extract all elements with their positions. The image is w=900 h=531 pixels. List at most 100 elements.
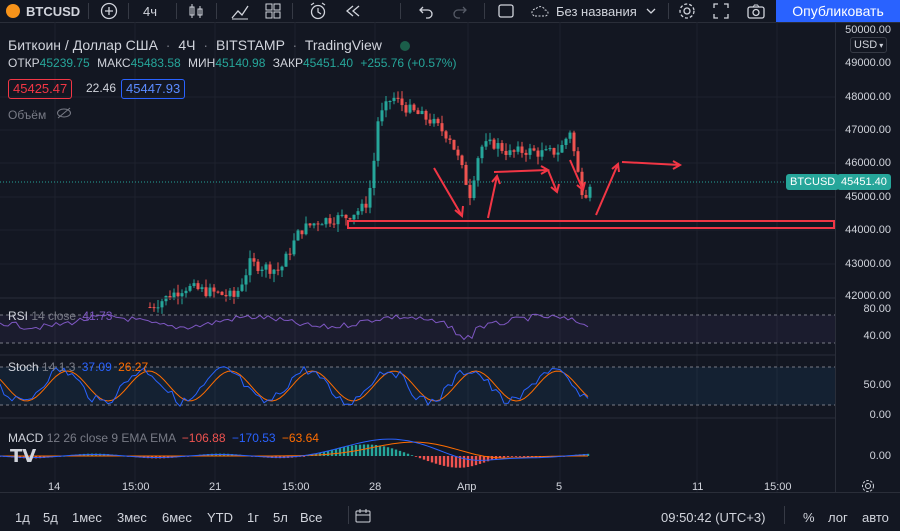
candle-body (200, 287, 204, 290)
macd-hist-bar (490, 456, 494, 461)
candle-body (276, 269, 280, 271)
candle-body (508, 150, 512, 155)
log-toggle[interactable]: лог (828, 510, 848, 525)
candle-body (452, 139, 456, 150)
range-1d[interactable]: 1д (15, 510, 30, 525)
price-axis[interactable]: 50000.00 USD ▾ 49000.00 48000.00 47000.00… (835, 22, 900, 492)
legend-exchange: BITSTAMP (215, 37, 285, 53)
calendar-icon (355, 509, 371, 523)
sell-price-button[interactable]: 45425.47 (8, 79, 73, 99)
candle-body (240, 284, 244, 291)
fullscreen-toggle-button[interactable] (497, 0, 515, 22)
candle-body (512, 150, 516, 152)
macd-hist-bar (334, 448, 338, 456)
macd-hist-bar (390, 448, 394, 456)
candle-body (424, 110, 428, 120)
time-label: 15:00 (764, 481, 792, 493)
symbol-search[interactable]: BTCUSD (6, 0, 80, 22)
chart-canvas[interactable]: TV (0, 22, 835, 492)
chart-type-button[interactable] (188, 0, 204, 22)
snapshot-button[interactable] (746, 0, 766, 22)
macd-hist-bar (522, 456, 526, 457)
rsi-line (0, 313, 589, 341)
candle-body (336, 215, 340, 225)
indicators-button[interactable] (230, 0, 250, 22)
change-value: +255.76 (+0.57%) (360, 56, 457, 70)
indicators-icon (231, 5, 249, 20)
goto-date-button[interactable] (354, 508, 372, 529)
candle-body (164, 296, 168, 302)
templates-button[interactable] (264, 0, 282, 22)
alert-button[interactable] (308, 0, 328, 22)
macd-hist-bar (422, 456, 426, 460)
range-1y[interactable]: 1г (247, 510, 259, 525)
compare-symbol-button[interactable] (100, 0, 118, 22)
range-all[interactable]: Все (300, 510, 323, 525)
range-5y[interactable]: 5л (273, 510, 288, 525)
macd-hist-bar (438, 456, 442, 465)
low-value: 45140.98 (215, 56, 266, 70)
publish-button[interactable]: Опубликовать (776, 0, 900, 22)
macd-hist-bar (450, 456, 454, 468)
candle-body (180, 293, 184, 297)
alarm-clock-icon (310, 2, 326, 20)
macd-hist-bar (466, 456, 470, 467)
fullscreen-button[interactable] (712, 0, 730, 22)
percent-toggle[interactable]: % (803, 510, 815, 525)
range-6m[interactable]: 6мес (162, 510, 192, 525)
layout-name-menu[interactable]: Без названия (530, 0, 657, 22)
annotation-arrows[interactable] (433, 159, 683, 219)
candle-body (560, 145, 564, 153)
candle-body (588, 186, 592, 198)
range-ytd[interactable]: YTD (207, 510, 233, 525)
settings-button[interactable] (677, 0, 697, 22)
currency-label: USD (854, 39, 878, 51)
chevron-down-icon (646, 8, 656, 14)
eye-off-icon[interactable] (56, 107, 72, 119)
undo-button[interactable] (418, 0, 434, 22)
candle-body (260, 269, 264, 271)
macd-hist-bar (406, 453, 410, 456)
rsi-legend[interactable]: RSI 14 close 41.73 (8, 309, 112, 323)
range-3m[interactable]: 3мес (117, 510, 147, 525)
macd-params: 12 26 close 9 EMA EMA (46, 431, 176, 445)
redo-icon (453, 6, 467, 19)
macd-signal-value: −63.64 (281, 431, 319, 445)
stoch-legend[interactable]: Stoch 14 1 3 37.09 26.27 (8, 360, 148, 374)
clock-timezone[interactable]: 09:50:42 (UTC+3) (661, 510, 766, 525)
range-1m[interactable]: 1мес (72, 510, 102, 525)
auto-toggle[interactable]: авто (862, 510, 889, 525)
candle-body (444, 131, 448, 139)
candle-body (160, 301, 164, 308)
price-label: 49000.00 (845, 57, 891, 69)
candle-body (248, 258, 252, 276)
candle-body (412, 104, 416, 111)
stoch-k-value: 37.09 (81, 360, 112, 374)
last-price-tag: 45451.40 (837, 174, 891, 190)
candle-body (420, 110, 424, 115)
candle-body (504, 150, 508, 155)
replay-button[interactable] (344, 0, 362, 22)
candle-body (304, 223, 308, 235)
annotation-rectangle[interactable] (347, 220, 835, 229)
volume-legend[interactable]: Объём (8, 107, 72, 122)
candle-body (192, 283, 196, 286)
range-5d[interactable]: 5д (43, 510, 58, 525)
rsi-level-label: 40.00 (863, 330, 891, 342)
macd-hist-bar (346, 446, 350, 456)
macd-hist-bar (378, 445, 382, 456)
interval-button[interactable]: 4ч (143, 3, 158, 19)
macd-level-label: 0.00 (869, 450, 891, 462)
redo-button[interactable] (452, 0, 468, 22)
candle-body (196, 283, 200, 290)
candle-body (548, 148, 552, 150)
stoch-k-line (0, 365, 589, 408)
buy-price-button[interactable]: 45447.93 (121, 79, 186, 99)
tradingview-logo: TV (10, 446, 36, 467)
macd-legend[interactable]: MACD 12 26 close 9 EMA EMA −106.88 −170.… (8, 431, 319, 445)
currency-dropdown[interactable]: USD ▾ (850, 37, 888, 53)
candle-body (376, 121, 380, 161)
candles-icon (189, 4, 203, 18)
gear-icon (862, 480, 874, 492)
settings-gear-button[interactable] (860, 478, 876, 499)
